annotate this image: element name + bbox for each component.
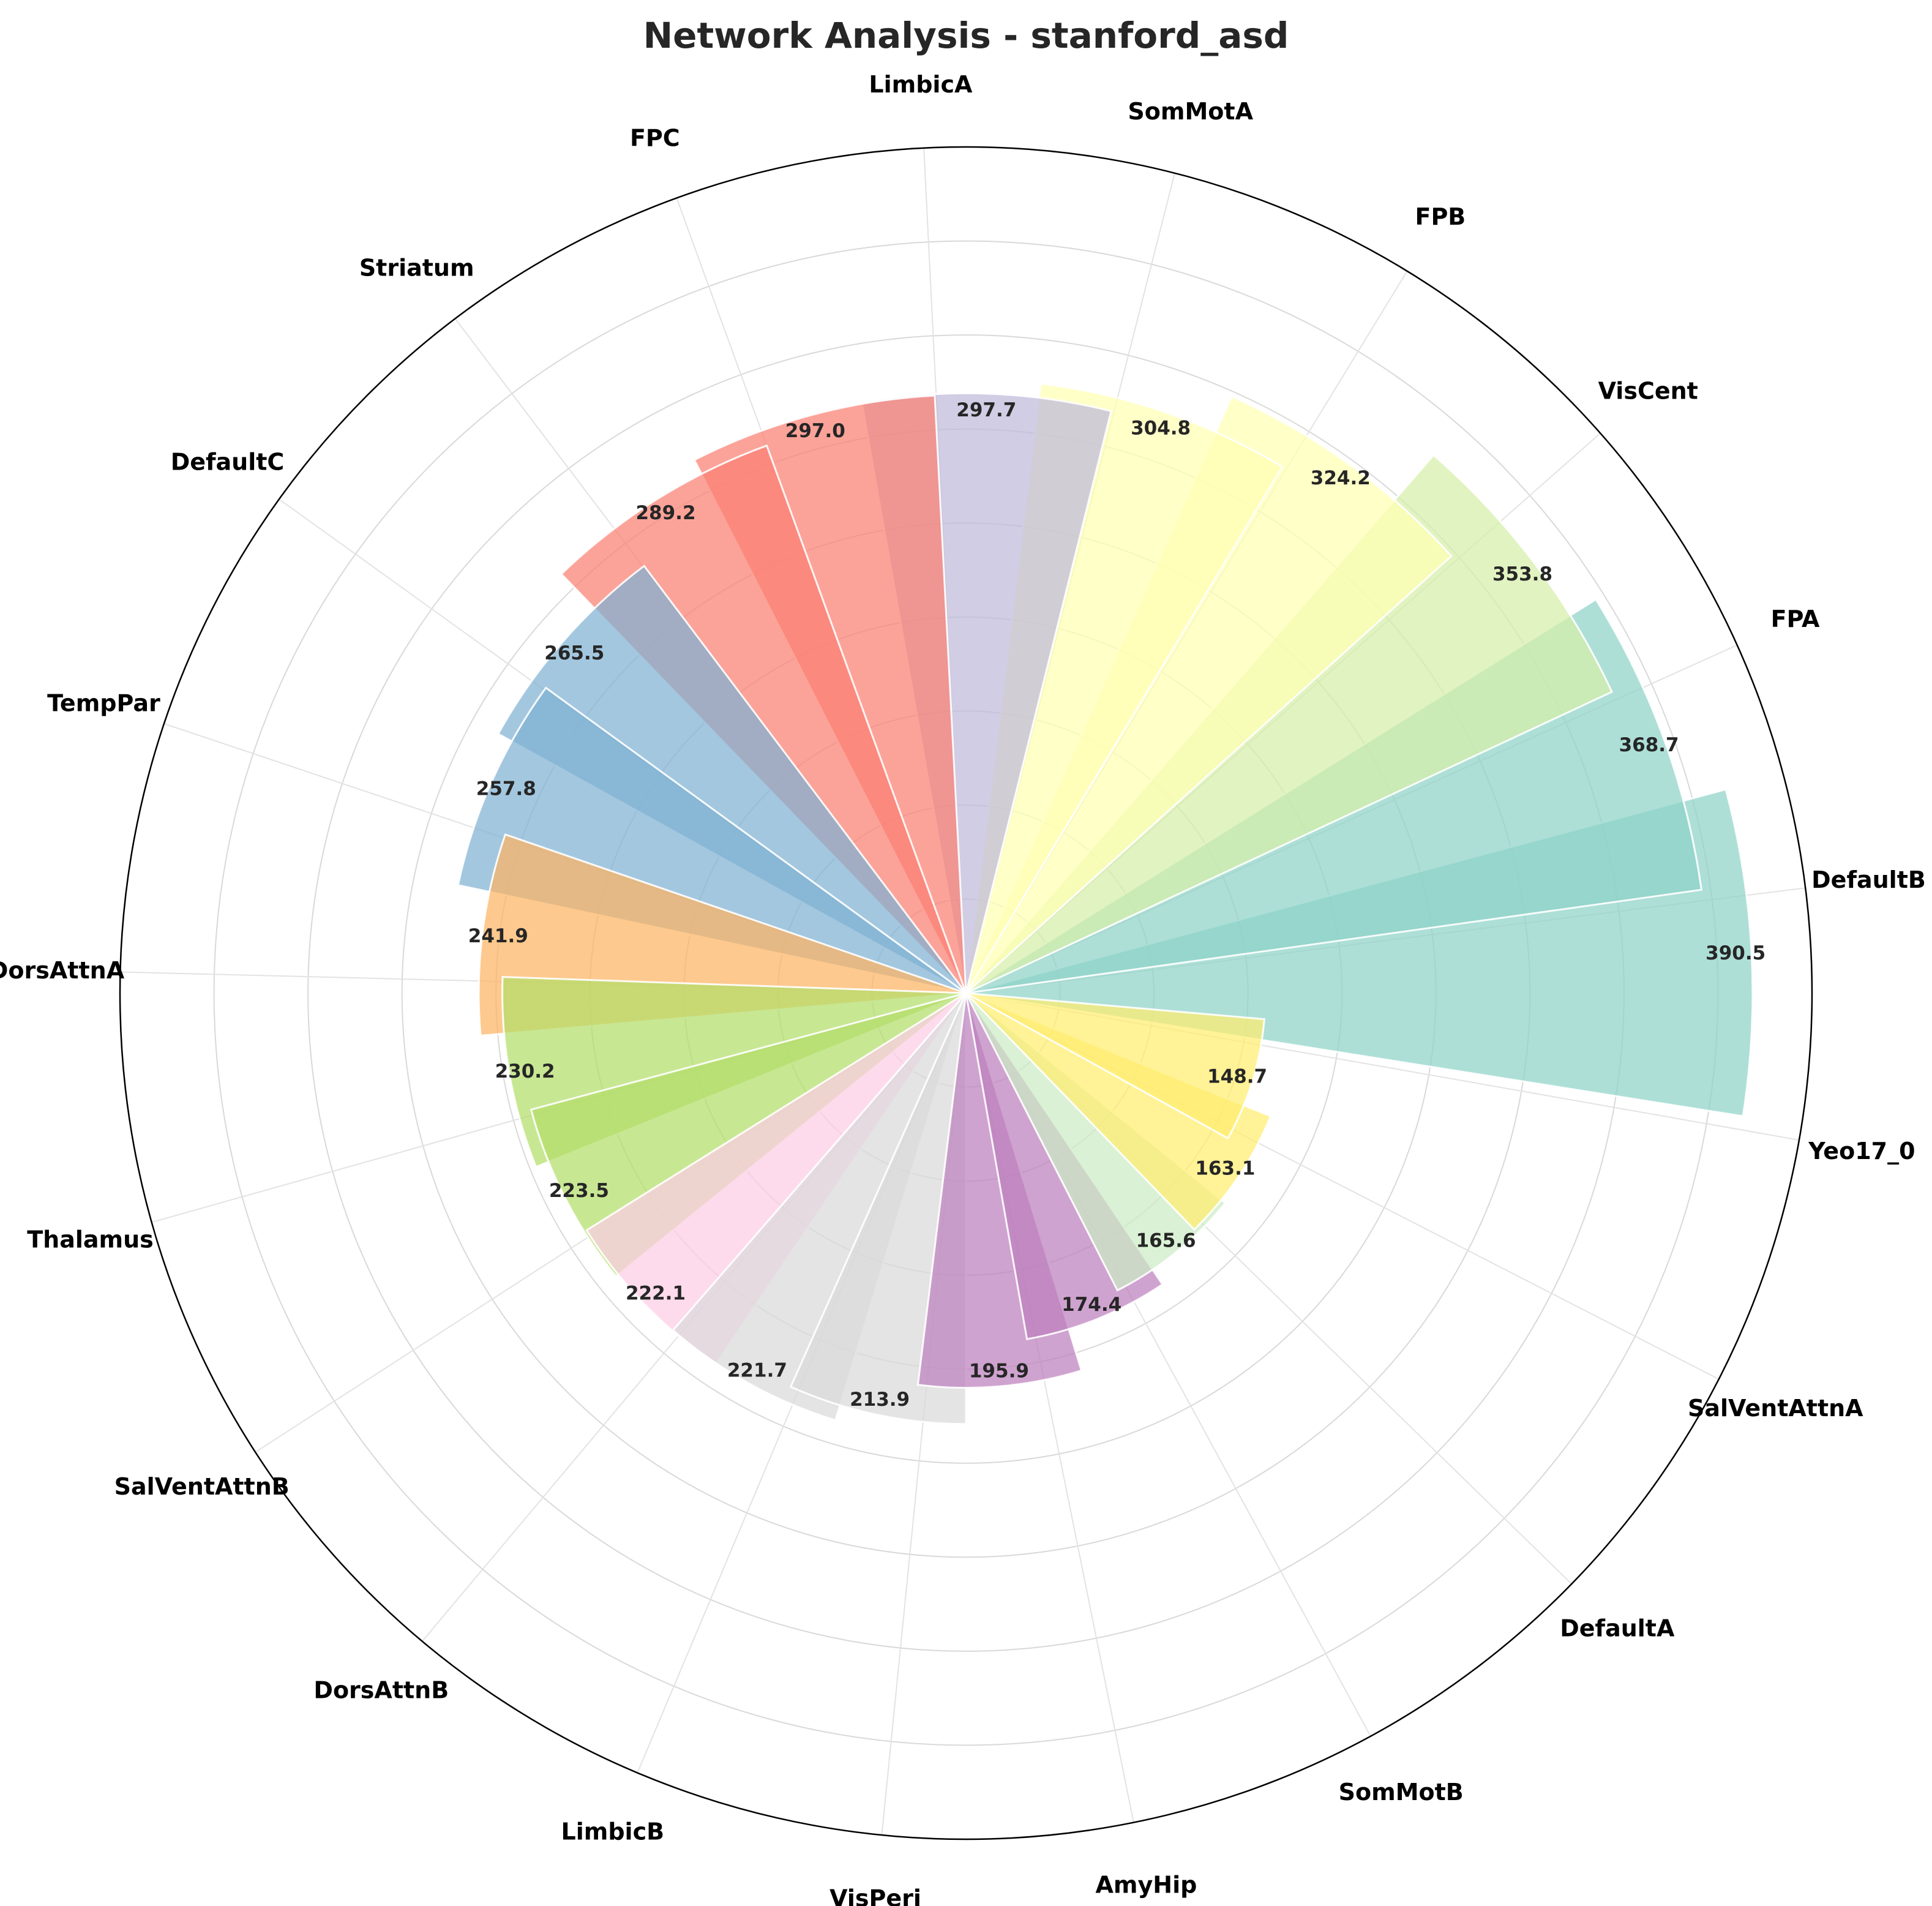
value-label: 213.9 <box>850 1389 910 1411</box>
value-label: 195.9 <box>969 1360 1029 1382</box>
value-label: 223.5 <box>549 1180 609 1202</box>
category-label: DefaultB <box>1811 866 1926 893</box>
category-label: SalVentAttnB <box>114 1473 290 1500</box>
category-label: Striatum <box>359 255 474 282</box>
value-label: 257.8 <box>476 778 536 800</box>
category-label: DefaultC <box>171 449 285 476</box>
category-label: SomMotA <box>1128 98 1253 125</box>
value-label: 289.2 <box>635 502 695 524</box>
value-label: 165.6 <box>1136 1229 1196 1251</box>
category-label: DorsAttnA <box>0 957 125 984</box>
value-label: 368.7 <box>1619 734 1679 756</box>
bar-wedge <box>560 444 967 994</box>
category-label: FPB <box>1415 203 1466 230</box>
category-label: DefaultA <box>1560 1615 1675 1642</box>
value-labels: 390.5 368.7 353.8 324.2 304.8 297.7 297.0 289.2… <box>468 399 1765 1411</box>
value-label: 163.1 <box>1195 1158 1255 1180</box>
category-label: SalVentAttnA <box>1688 1395 1863 1422</box>
value-label: 230.2 <box>495 1060 555 1082</box>
category-label: Thalamus <box>27 1226 154 1253</box>
chart-title: Network Analysis - stanford_asd <box>643 15 1289 56</box>
category-label: LimbicA <box>869 71 973 98</box>
value-label: 222.1 <box>626 1283 686 1305</box>
polar-frame <box>119 146 1813 1840</box>
value-label: 241.9 <box>468 925 528 947</box>
bar-wedge <box>789 992 967 1425</box>
value-label: 390.5 <box>1705 942 1765 964</box>
category-label: LimbicB <box>561 1818 665 1845</box>
category-label: FPA <box>1771 606 1820 632</box>
bar-wedge <box>965 454 1614 994</box>
value-label: 148.7 <box>1207 1066 1267 1088</box>
bar-wedge <box>672 992 967 1422</box>
bar-wedge <box>965 395 1453 994</box>
category-label: DorsAttnB <box>313 1676 449 1703</box>
category-label: VisPeri <box>829 1885 921 1906</box>
category-label: TempPar <box>47 690 160 717</box>
bar-wedge <box>457 686 967 994</box>
bars <box>457 382 1754 1425</box>
value-label: 304.8 <box>1131 417 1191 439</box>
value-label: 324.2 <box>1311 467 1371 489</box>
value-label: 174.4 <box>1061 1294 1121 1316</box>
category-label: AmyHip <box>1095 1872 1197 1899</box>
value-label: 353.8 <box>1492 563 1552 585</box>
category-label: FPC <box>630 125 680 152</box>
category-labels: Yeo17_0 DefaultB FPA VisCent FPB SomMotA Limbi… <box>0 71 1926 1906</box>
bar-wedge <box>965 992 1227 1292</box>
bar-wedge <box>965 992 1266 1140</box>
category-label: VisCent <box>1598 378 1698 405</box>
value-label: 265.5 <box>544 642 604 664</box>
bar-wedge <box>496 565 967 994</box>
category-label: Yeo17_0 <box>1808 1138 1915 1165</box>
category-label: SomMotB <box>1339 1779 1464 1806</box>
value-label: 297.7 <box>956 399 1016 421</box>
bar-wedge <box>965 992 1272 1231</box>
value-label: 297.0 <box>785 420 845 442</box>
value-label: 221.7 <box>727 1359 787 1381</box>
